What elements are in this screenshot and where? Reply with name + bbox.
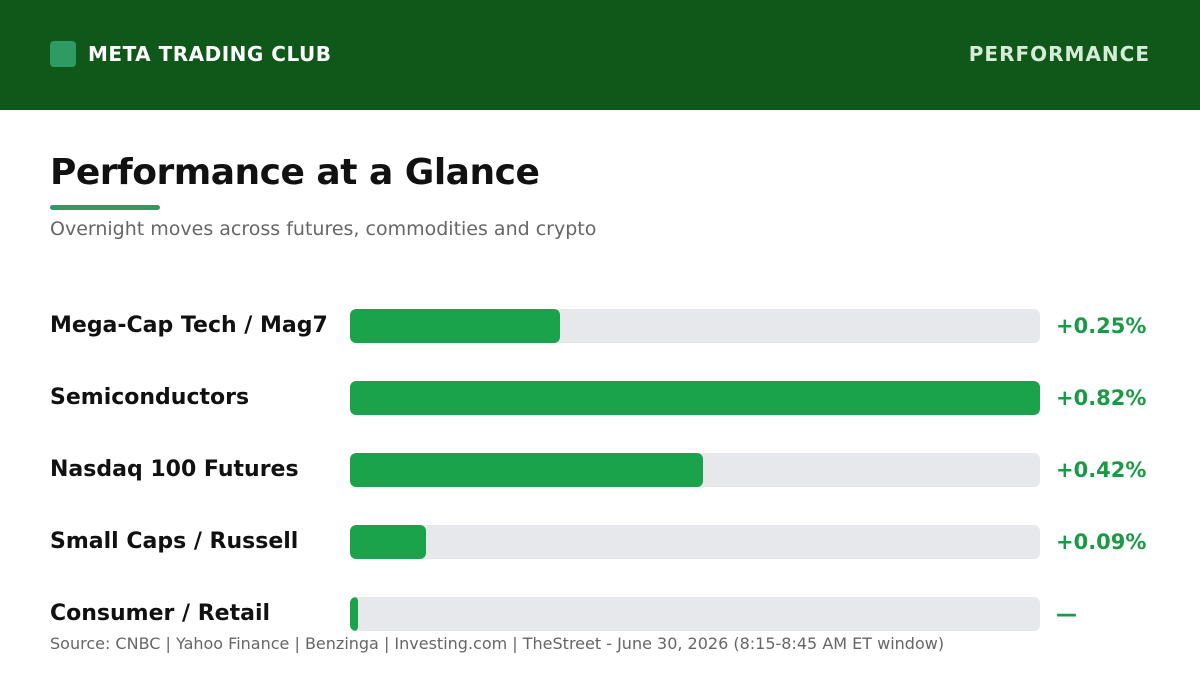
bar-track	[350, 381, 1040, 415]
bar-fill	[350, 381, 1040, 415]
bar-value-label: +0.09%	[1056, 530, 1147, 554]
bar-label: Semiconductors	[50, 385, 250, 410]
bar-label: Mega-Cap Tech / Mag7	[50, 313, 328, 338]
brand: META TRADING CLUB	[50, 41, 331, 67]
bar-track	[350, 309, 1040, 343]
page-subtitle: Overnight moves across futures, commodit…	[50, 218, 597, 240]
bar-value-label: +0.25%	[1056, 314, 1147, 338]
bar-row: Nasdaq 100 Futures +0.42%	[0, 453, 1200, 487]
bar-row: Small Caps / Russell +0.09%	[0, 525, 1200, 559]
header-section-label: PERFORMANCE	[968, 42, 1150, 66]
bar-value-label: +0.42%	[1056, 458, 1147, 482]
bar-track	[350, 453, 1040, 487]
bar-fill	[350, 453, 703, 487]
bar-value-label: —	[1056, 602, 1077, 626]
bar-value-label: +0.82%	[1056, 386, 1147, 410]
bar-row: Mega-Cap Tech / Mag7 +0.25%	[0, 309, 1200, 343]
bar-label: Consumer / Retail	[50, 601, 271, 626]
header-bar: META TRADING CLUB PERFORMANCE	[0, 0, 1200, 110]
bar-fill	[350, 309, 560, 343]
page-title: Performance at a Glance	[50, 152, 540, 193]
title-underline	[50, 205, 160, 210]
bar-label: Nasdaq 100 Futures	[50, 457, 299, 482]
bar-fill	[350, 525, 426, 559]
bar-fill	[350, 597, 358, 631]
bar-track	[350, 597, 1040, 631]
bar-row: Semiconductors +0.82%	[0, 381, 1200, 415]
source-note: Source: CNBC | Yahoo Finance | Benzinga …	[50, 634, 945, 653]
brand-logo-icon	[50, 41, 76, 67]
bar-label: Small Caps / Russell	[50, 529, 299, 554]
bar-row: Consumer / Retail —	[0, 597, 1200, 631]
brand-name: META TRADING CLUB	[88, 42, 332, 66]
bar-track	[350, 525, 1040, 559]
